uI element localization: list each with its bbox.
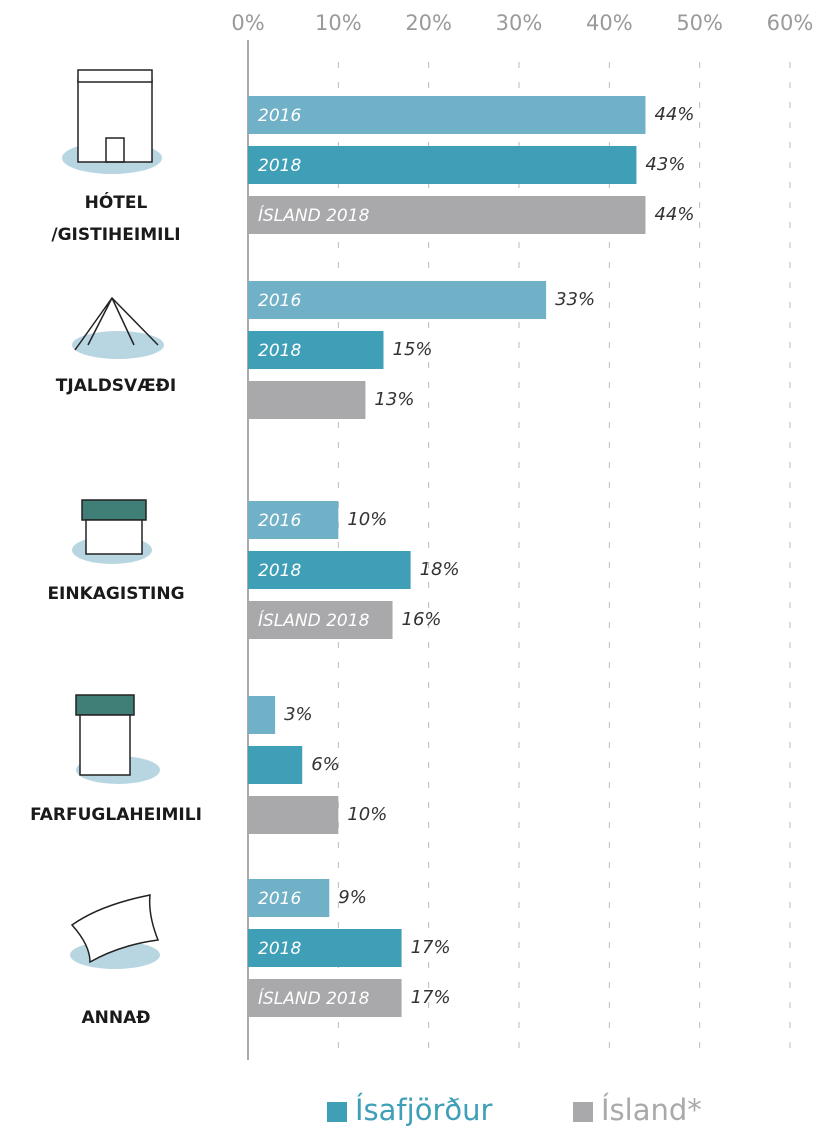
value-label: 15%	[393, 339, 433, 360]
bar	[248, 696, 276, 734]
bar-label: ÍSLAND 2018	[258, 987, 370, 1009]
bar	[248, 551, 411, 589]
value-label: 9%	[338, 887, 367, 908]
x-tick-label: 30%	[496, 11, 543, 35]
bar	[248, 146, 637, 184]
value-label: 43%	[645, 154, 685, 175]
bar-label: 2016	[258, 106, 301, 126]
value-label: 17%	[411, 987, 451, 1008]
bar	[248, 501, 339, 539]
category-label: EINKAGISTING	[47, 584, 185, 604]
bar	[248, 196, 646, 234]
bar	[248, 96, 646, 134]
value-label: 6%	[311, 754, 340, 775]
category-label: TJALDSVÆÐI	[55, 376, 177, 396]
x-tick-label: 20%	[405, 11, 452, 35]
bar-label: ÍSLAND 2018	[258, 609, 370, 631]
icons	[62, 69, 164, 969]
bar	[248, 929, 402, 967]
x-tick-label: 10%	[315, 11, 362, 35]
value-label: 17%	[411, 937, 451, 958]
category-label: ANNAÐ	[81, 1008, 151, 1028]
bar-label: 2016	[258, 291, 301, 311]
x-tick-label: 40%	[586, 11, 633, 35]
value-label: 44%	[654, 204, 694, 225]
x-tick-label: 60%	[767, 11, 814, 35]
category-label: HÓTEL /GISTIHEIMILI	[51, 193, 181, 245]
bar	[248, 796, 339, 834]
bar-label: 2016	[258, 511, 301, 531]
value-label: 3%	[284, 704, 313, 725]
category-label: FARFUGLAHEIMILI	[30, 805, 202, 825]
value-label: 18%	[420, 559, 460, 580]
legend-swatch	[327, 1102, 347, 1122]
value-label: 44%	[654, 104, 694, 125]
bar-label: 2018	[258, 939, 301, 959]
legend-label: Ísafjörður	[355, 1093, 492, 1127]
bar	[248, 281, 547, 319]
value-label: 13%	[374, 389, 414, 410]
bar	[248, 879, 330, 917]
x-tick-label: 0%	[231, 11, 264, 35]
bar	[248, 746, 303, 784]
bar-label: 2016	[258, 889, 301, 909]
legend-swatch	[573, 1102, 593, 1122]
value-label: 16%	[402, 609, 442, 630]
x-tick-label: 50%	[676, 11, 723, 35]
bar-label: 2018	[258, 341, 301, 361]
value-label: 10%	[347, 804, 387, 825]
bar	[248, 331, 384, 369]
legend-label: Ísland*	[601, 1093, 702, 1127]
bar-label: 2018	[258, 561, 301, 581]
bar	[248, 979, 402, 1017]
value-label: 33%	[555, 289, 595, 310]
value-label: 10%	[347, 509, 387, 530]
bar	[248, 381, 366, 419]
bar-label: ÍSLAND 2018	[258, 204, 370, 226]
bar	[248, 601, 393, 639]
bar-label: 2018	[258, 156, 301, 176]
